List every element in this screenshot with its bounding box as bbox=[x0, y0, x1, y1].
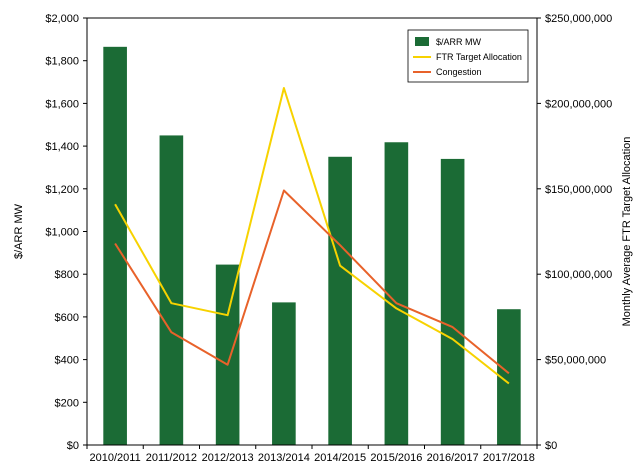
tick-label: $2,000 bbox=[45, 13, 79, 25]
series-line bbox=[114, 87, 510, 385]
tick-label: 2016/2017 bbox=[427, 452, 479, 464]
tick-label: $800 bbox=[55, 269, 79, 281]
tick-label: $100,000,000 bbox=[545, 269, 612, 281]
legend-swatch-bar bbox=[415, 37, 429, 46]
tick-label: 2013/2014 bbox=[258, 452, 310, 464]
legend: $/ARR MW FTR Target Allocation Congestio… bbox=[407, 29, 529, 83]
tick-label: $1,400 bbox=[45, 141, 79, 153]
tick-label: $0 bbox=[545, 440, 557, 452]
bar bbox=[497, 309, 521, 445]
bar bbox=[384, 142, 409, 445]
left-axis-title: $/ARR MW bbox=[13, 203, 25, 259]
left-axis-ticks: $0 $200 $400 $600 $800 $1,000 $1,200 $1,400 $1,6… bbox=[45, 13, 87, 452]
legend-label: FTR Target Allocation bbox=[436, 52, 522, 62]
tick-label: 2012/2013 bbox=[202, 452, 254, 464]
bar bbox=[272, 302, 296, 445]
tick-label: 2014/2015 bbox=[314, 452, 366, 464]
legend-label: $/ARR MW bbox=[436, 37, 482, 47]
tick-label: $200,000,000 bbox=[545, 98, 612, 110]
tick-label: $250,000,000 bbox=[545, 13, 612, 25]
tick-label: $0 bbox=[67, 440, 79, 452]
tick-label: $1,000 bbox=[45, 227, 79, 239]
right-axis-title: Monthly Average FTR Target Allocation bbox=[621, 137, 633, 327]
right-axis-ticks: $0 $50,000,000 $100,000,000 $150,000,000 $20… bbox=[537, 13, 612, 452]
tick-label: $600 bbox=[55, 312, 79, 324]
tick-label: 2015/2016 bbox=[370, 452, 422, 464]
bar bbox=[328, 156, 352, 445]
tick-label: $200 bbox=[55, 397, 79, 409]
bar bbox=[103, 46, 127, 445]
line-series bbox=[114, 87, 510, 385]
x-axis-ticks: 2010/2011 2011/2012 2012/2013 2013/2014 2014… bbox=[86, 445, 538, 464]
legend-label: Congestion bbox=[436, 67, 482, 77]
series-line bbox=[114, 189, 510, 375]
tick-label: 2011/2012 bbox=[146, 452, 197, 464]
bar bbox=[440, 158, 465, 445]
tick-label: $1,200 bbox=[45, 184, 79, 196]
tick-label: $1,800 bbox=[45, 56, 79, 68]
tick-label: 2017/2018 bbox=[483, 452, 535, 464]
tick-label: $1,600 bbox=[45, 98, 79, 110]
tick-label: $400 bbox=[55, 355, 79, 367]
bar bbox=[215, 264, 240, 445]
tick-label: 2010/2011 bbox=[90, 452, 141, 464]
tick-label: $50,000,000 bbox=[545, 355, 606, 367]
bar bbox=[159, 135, 184, 446]
tick-label: $150,000,000 bbox=[545, 184, 612, 196]
bar-series bbox=[103, 46, 521, 446]
